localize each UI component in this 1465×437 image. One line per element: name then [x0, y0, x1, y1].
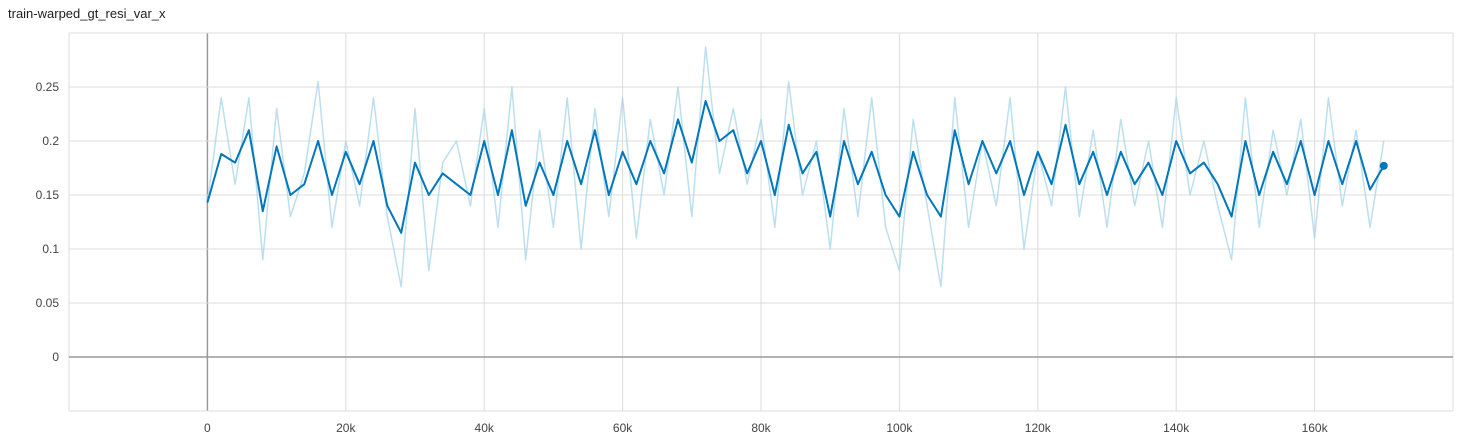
- chart-title: train-warped_gt_resi_var_x: [8, 6, 166, 21]
- y-tick-label: 0.1: [42, 242, 59, 256]
- y-tick-label: 0.05: [36, 296, 60, 310]
- x-tick-label: 140k: [1163, 421, 1190, 435]
- smoothed-series-line: [206, 100, 1385, 234]
- x-tick-label: 160k: [1302, 421, 1329, 435]
- x-tick-label: 80k: [751, 421, 771, 435]
- x-tick-label: 40k: [475, 421, 495, 435]
- x-tick-label: 60k: [613, 421, 633, 435]
- x-tick-label: 100k: [886, 421, 913, 435]
- x-tick-label: 20k: [336, 421, 356, 435]
- y-tick-label: 0.15: [36, 188, 60, 202]
- y-tick-label: 0: [52, 350, 59, 364]
- last-point-marker: [1379, 161, 1388, 170]
- y-tick-label: 0.25: [36, 80, 60, 94]
- x-tick-label: 120k: [1025, 421, 1052, 435]
- y-tick-label: 0.2: [42, 134, 59, 148]
- x-tick-label: 0: [204, 421, 211, 435]
- raw-series-line: [206, 46, 1385, 288]
